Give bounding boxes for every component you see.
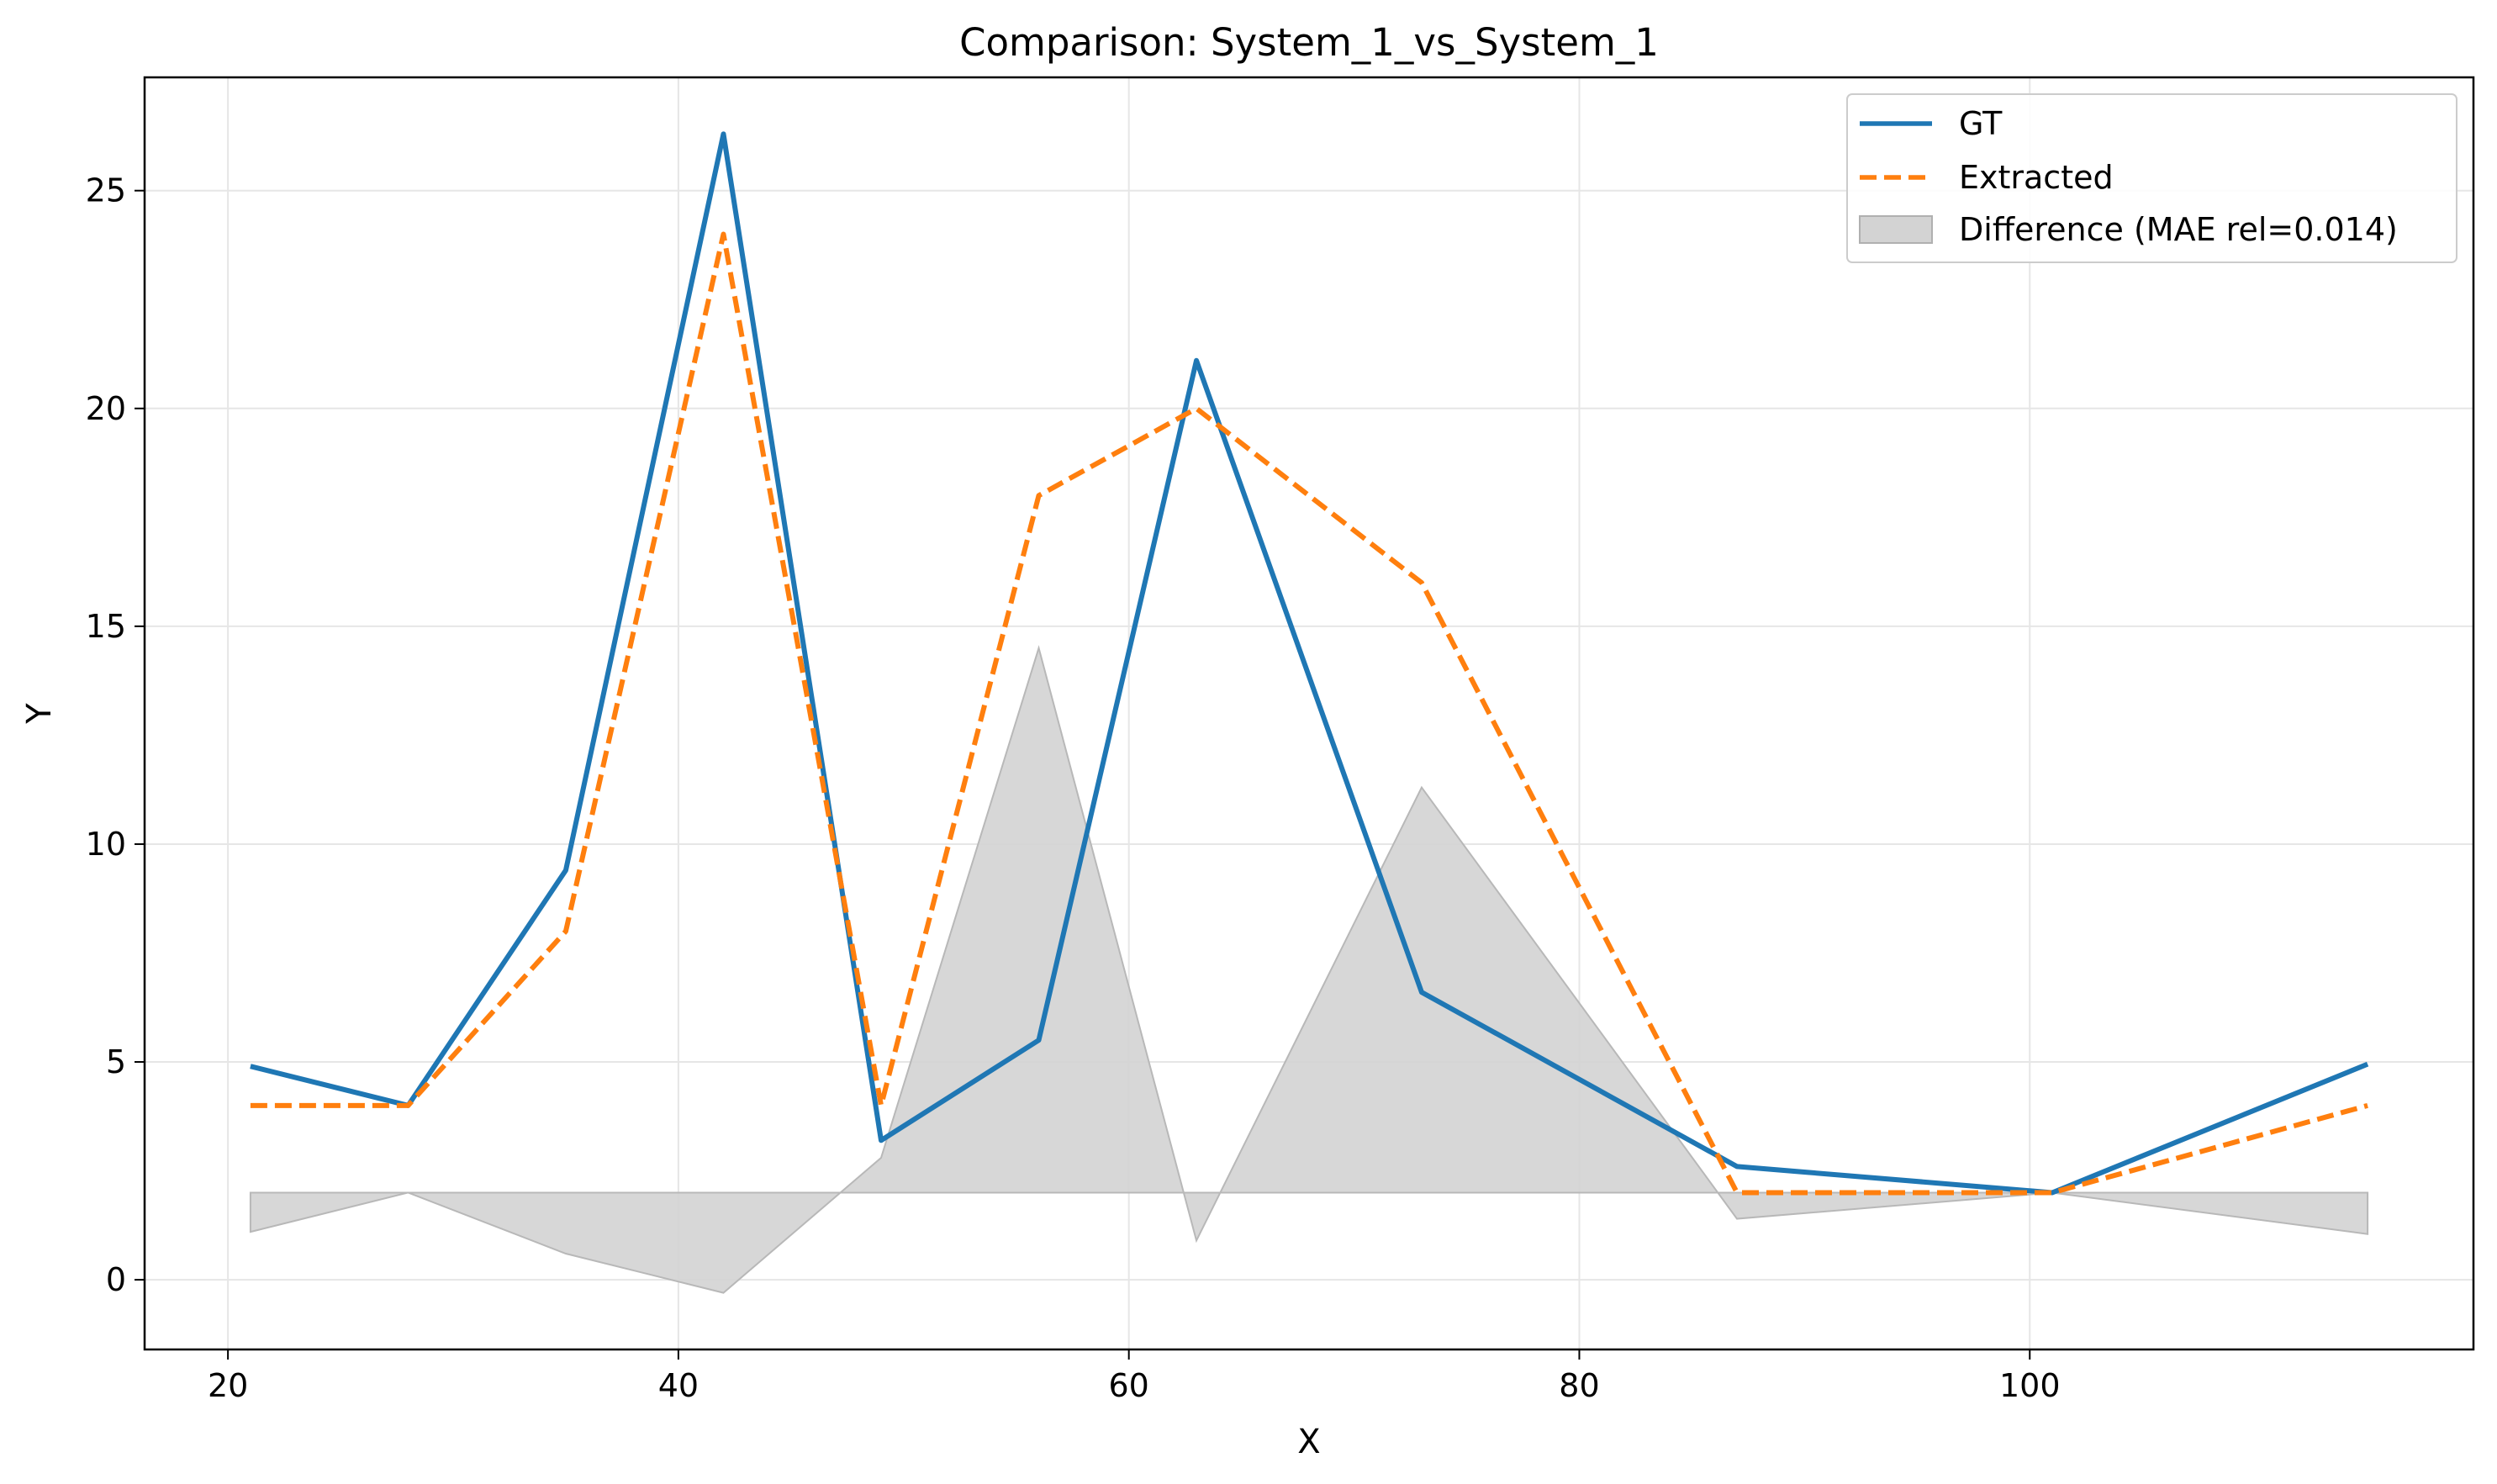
y-tick-label: 25 — [86, 172, 126, 209]
y-axis-label: Y — [20, 703, 59, 725]
x-tick-label: 40 — [658, 1367, 699, 1404]
x-tick-label: 80 — [1559, 1367, 1599, 1404]
series-line-gt — [250, 131, 2369, 1196]
difference-layer — [249, 645, 2369, 1294]
legend-difference-swatch — [1859, 215, 1933, 244]
x-tick-label: 60 — [1109, 1367, 1149, 1404]
difference-area — [249, 645, 2369, 1294]
legend: GT Extracted Difference (MAE rel=0.014) — [1846, 93, 2457, 263]
ticks: 20 40 60 80 100 0 5 10 15 20 25 — [86, 172, 2061, 1404]
chart-title: Comparison: System_1_vs_System_1 — [959, 20, 1659, 65]
x-tick-label: 20 — [208, 1367, 248, 1404]
y-tick-label: 5 — [106, 1043, 126, 1080]
y-tick-label: 10 — [86, 826, 126, 863]
y-tick-label: 15 — [86, 608, 126, 645]
legend-gt-label: GT — [1959, 105, 2003, 142]
legend-extracted-label: Extracted — [1959, 159, 2114, 196]
series-line-extracted — [250, 231, 2368, 1196]
x-tick-label: 100 — [1999, 1367, 2061, 1404]
y-tick-label: 0 — [106, 1261, 126, 1298]
x-axis-label: X — [1297, 1423, 1320, 1461]
legend-box — [1846, 93, 2457, 263]
y-tick-label: 20 — [86, 390, 126, 427]
legend-difference-label: Difference (MAE rel=0.014) — [1959, 211, 2398, 248]
series-layer — [250, 131, 2369, 1196]
plot-frame — [143, 76, 2475, 1351]
